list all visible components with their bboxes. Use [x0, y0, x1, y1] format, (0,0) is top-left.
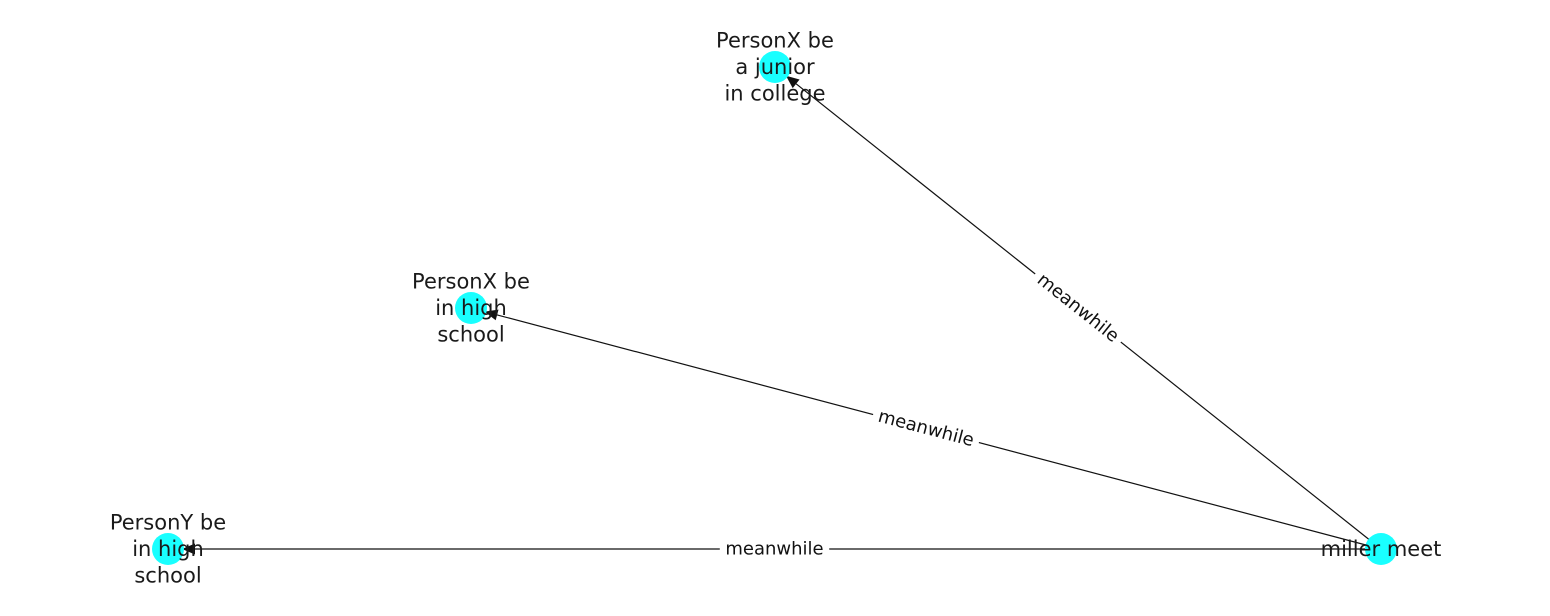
edge-label: meanwhile	[1033, 269, 1123, 347]
nodes-layer	[152, 51, 1397, 565]
node-circle-n_y_high[interactable]	[152, 533, 184, 565]
edge-label-group-1: meanwhile	[870, 402, 982, 455]
edge-arrowhead-1	[484, 309, 499, 321]
node-circle-n_x_high[interactable]	[455, 292, 487, 324]
edge-label: meanwhile	[725, 539, 823, 560]
node-label-n_x_high: PersonX be in high school	[412, 270, 530, 347]
node-label-line: school	[437, 323, 504, 347]
node-label-line: PersonX be	[412, 270, 530, 294]
edge-label-background	[1027, 264, 1129, 352]
node-circle-n_junior[interactable]	[759, 51, 791, 83]
edge-label: meanwhile	[876, 406, 976, 451]
edge-label-group-2: meanwhile	[719, 537, 830, 561]
node-label-line: PersonY be	[110, 511, 226, 535]
node-label-line: in high	[132, 537, 204, 561]
edge-label-background	[870, 402, 982, 455]
node-label-n_miller: miller meet	[1321, 537, 1442, 561]
edge-arrowhead-0	[785, 75, 800, 89]
node-circle-n_miller[interactable]	[1365, 533, 1397, 565]
node-label-line: school	[134, 564, 201, 588]
edge-arrowhead-2	[182, 543, 195, 555]
node-label-n_junior: PersonX be a junior in college	[716, 29, 834, 106]
edge-label-background	[719, 537, 830, 561]
edge-label-group-0: meanwhile	[1027, 264, 1129, 352]
edges-layer	[182, 75, 1382, 555]
edge-labels-layer: meanwhile meanwhile meanwhile	[719, 264, 1129, 561]
node-label-line: miller meet	[1321, 537, 1442, 561]
node-label-line: PersonX be	[716, 29, 834, 53]
node-label-line: in college	[724, 82, 825, 106]
node-label-line: in high	[435, 296, 507, 320]
node-label-n_y_high: PersonY be in high school	[110, 511, 226, 588]
node-label-line: a junior	[735, 55, 815, 79]
